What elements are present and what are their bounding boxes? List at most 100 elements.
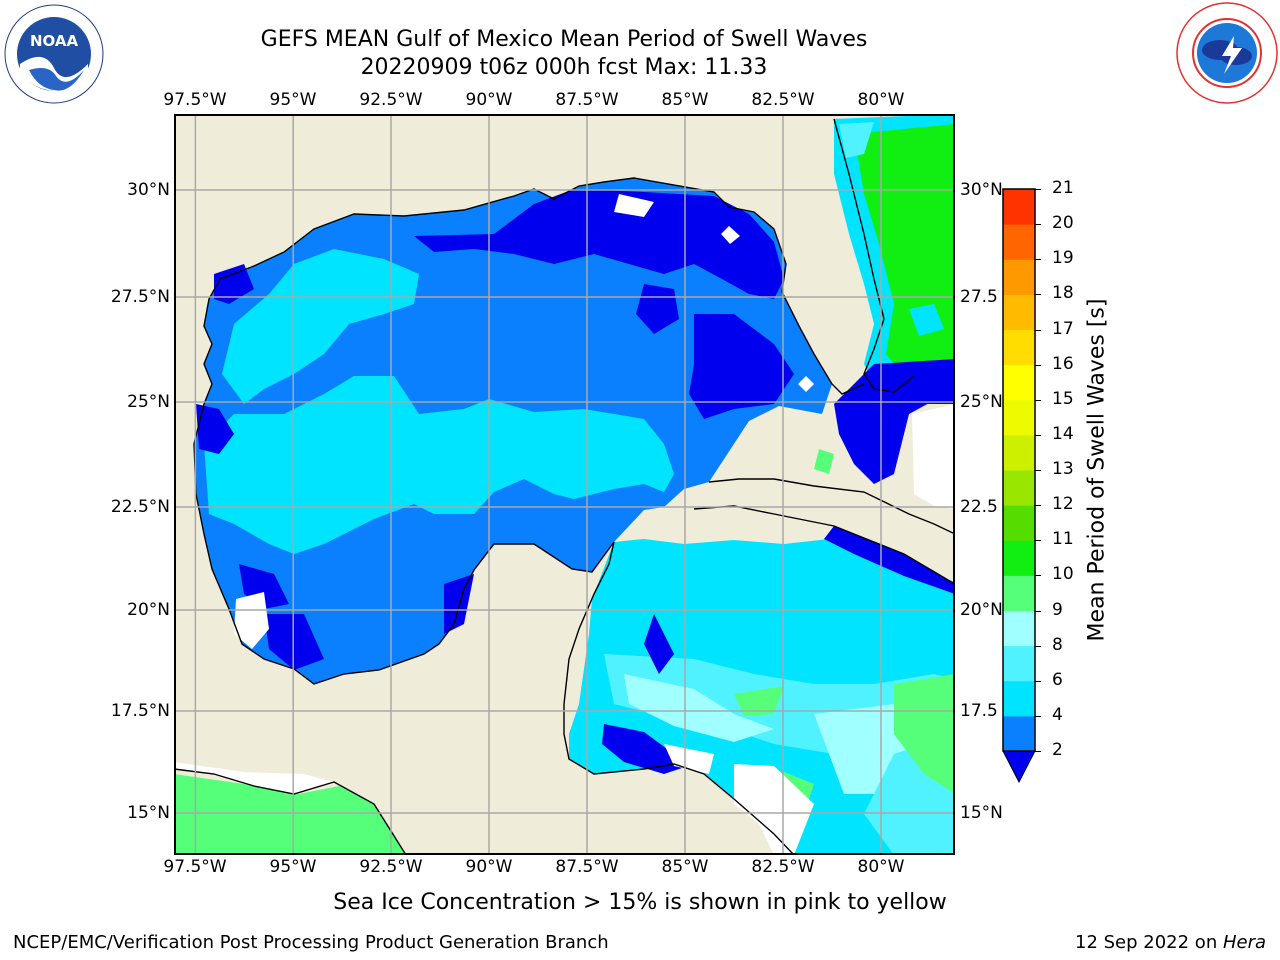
lon-label-top-90w: 90°W — [465, 90, 513, 110]
lon-label-top-82-5w: 82.5°W — [751, 90, 815, 110]
lon-label-bottom-90w: 90°W — [465, 857, 513, 877]
colorbar — [1002, 188, 1036, 784]
colorbar-tick-label: 4 — [1052, 704, 1063, 725]
lat-label-right-25n: 25°N — [960, 392, 1003, 412]
colorbar-segment — [1003, 189, 1035, 225]
map-frame — [174, 114, 955, 855]
lat-label-left-20n: 20°N — [127, 600, 170, 620]
colorbar-tick-mark — [1035, 259, 1041, 261]
lat-label-right-17-5n: 17.5 — [960, 701, 998, 721]
colorbar-tick-label: 6 — [1052, 669, 1063, 690]
colorbar-tick-label: 17 — [1052, 318, 1074, 339]
map-subtitle: 20220909 t06z 000h fcst Max: 11.33 — [360, 55, 768, 80]
lon-label-bottom-80w: 80°W — [857, 857, 905, 877]
colorbar-segment — [1003, 645, 1035, 682]
colorbar-segment — [1003, 399, 1035, 436]
footer-producer: NCEP/EMC/Verification Post Processing Pr… — [13, 932, 609, 953]
colorbar-tick-mark — [1035, 434, 1041, 436]
colorbar-tick-label: 8 — [1052, 634, 1063, 655]
colorbar-tick-label: 16 — [1052, 353, 1074, 374]
colorbar-tick-mark — [1035, 751, 1041, 752]
colorbar-tick-mark — [1035, 715, 1041, 717]
colorbar-segment — [1003, 329, 1035, 366]
colorbar-tick-mark — [1035, 575, 1041, 577]
lon-label-top-85w: 85°W — [661, 90, 709, 110]
footer-run-info: 12 Sep 2022 on Hera — [1075, 932, 1266, 953]
colorbar-tick-mark — [1035, 399, 1041, 401]
colorbar-segment — [1003, 610, 1035, 647]
colorbar-segment — [1003, 434, 1035, 471]
lat-lon-grid — [174, 114, 955, 855]
colorbar-segment — [1003, 575, 1035, 612]
lat-label-right-22-5n: 22.5 — [960, 497, 998, 517]
lon-label-bottom-87-5w: 87.5°W — [555, 857, 619, 877]
lon-label-bottom-97-5w: 97.5°W — [163, 857, 227, 877]
pacific-ocean-field — [174, 762, 406, 855]
lat-label-right-30n: 30°N — [960, 180, 1003, 200]
lon-label-top-92-5w: 92.5°W — [359, 90, 423, 110]
colorbar-tick-label: 12 — [1052, 494, 1074, 515]
gulf-ocean-field — [194, 178, 832, 684]
lat-label-left-30n: 30°N — [127, 180, 170, 200]
lat-label-left-22-5n: 22.5°N — [110, 497, 170, 517]
colorbar-tick-mark — [1035, 189, 1041, 190]
lon-label-top-80w: 80°W — [857, 90, 905, 110]
lat-label-right-20n: 20°N — [960, 600, 1003, 620]
lat-label-left-15n: 15°N — [127, 803, 170, 823]
colorbar-tick-label: 10 — [1052, 564, 1074, 585]
footer-date: 12 Sep 2022 on — [1075, 932, 1223, 953]
colorbar-tick-label: 9 — [1052, 599, 1063, 620]
colorbar-tick-mark — [1035, 505, 1041, 507]
colorbar-tick-label: 20 — [1052, 213, 1074, 234]
colorbar-segment — [1003, 715, 1035, 752]
lat-label-left-17-5n: 17.5°N — [110, 701, 170, 721]
colorbar-tick-label: 14 — [1052, 423, 1074, 444]
colorbar-segment — [1003, 259, 1035, 295]
lat-label-left-25n: 25°N — [127, 392, 170, 412]
noaa-logo-text: NOAA — [30, 32, 79, 50]
lon-label-bottom-85w: 85°W — [661, 857, 709, 877]
colorbar-segments — [1003, 189, 1035, 752]
colorbar-tick-mark — [1035, 329, 1041, 331]
lon-label-bottom-82-5w: 82.5°W — [751, 857, 815, 877]
colorbar-tick-mark — [1035, 294, 1041, 296]
footer-host: Hera — [1222, 932, 1266, 953]
lon-label-top-95w: 95°W — [269, 90, 317, 110]
lon-label-top-97-5w: 97.5°W — [163, 90, 227, 110]
colorbar-tick-label: 18 — [1052, 283, 1074, 304]
noaa-logo: NOAA — [4, 4, 104, 104]
sea-ice-caption: Sea Ice Concentration > 15% is shown in … — [333, 890, 947, 915]
colorbar-tick-label: 2 — [1052, 740, 1063, 760]
lon-label-bottom-95w: 95°W — [269, 857, 317, 877]
colorbar-segment — [1003, 680, 1035, 717]
map-title: GEFS MEAN Gulf of Mexico Mean Period of … — [260, 27, 868, 52]
colorbar-segment — [1003, 224, 1035, 260]
colorbar-tick-mark — [1035, 680, 1041, 682]
colorbar-tick-mark — [1035, 610, 1041, 612]
colorbar-tick-mark — [1035, 540, 1041, 542]
colorbar-tick-mark — [1035, 470, 1041, 471]
caribbean-ocean-field — [569, 526, 955, 855]
colorbar-segment — [1003, 294, 1035, 331]
colorbar-label: Mean Period of Swell Waves [s] — [1084, 298, 1110, 642]
colorbar-under-arrow — [1002, 750, 1036, 784]
gulf-of-mexico-map — [174, 114, 955, 855]
colorbar-tick-label: 13 — [1052, 459, 1074, 479]
lat-label-left-27-5n: 27.5°N — [110, 287, 170, 307]
colorbar-tick-label: 19 — [1052, 248, 1074, 269]
colorbar-tick-label: 15 — [1052, 388, 1074, 409]
colorbar-tick-mark — [1035, 364, 1041, 366]
lat-label-right-15n: 15°N — [960, 803, 1003, 823]
lat-label-right-27-5n: 27.5 — [960, 287, 998, 307]
colorbar-segment — [1003, 364, 1035, 401]
colorbar-segment — [1003, 540, 1035, 576]
colorbar-tick-mark — [1035, 645, 1041, 647]
atlantic-ocean-field — [814, 114, 955, 509]
colorbar-tick-mark — [1035, 224, 1041, 226]
colorbar-tick-label: 11 — [1052, 529, 1074, 550]
nws-logo — [1176, 2, 1278, 104]
lon-label-top-87-5w: 87.5°W — [555, 90, 619, 110]
colorbar-tick-label: 21 — [1052, 178, 1074, 198]
lon-label-bottom-92-5w: 92.5°W — [359, 857, 423, 877]
colorbar-segment — [1003, 505, 1035, 541]
